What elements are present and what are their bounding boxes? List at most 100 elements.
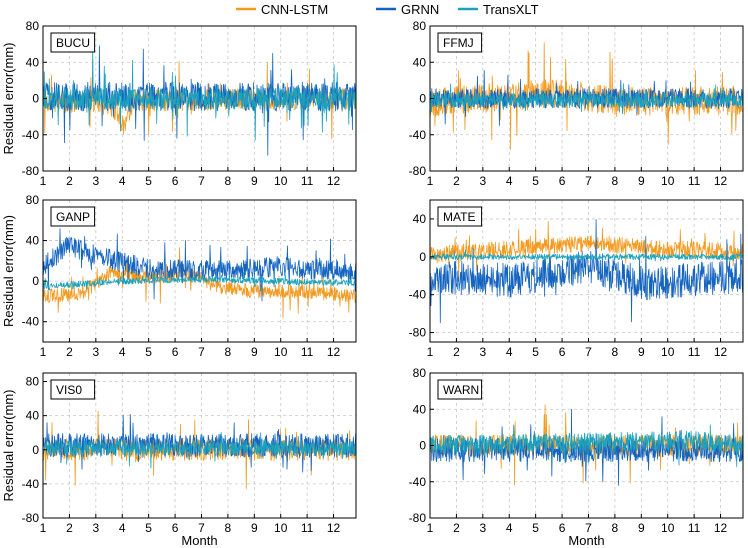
x-tick-label: 3 xyxy=(92,174,99,188)
x-tick-label: 4 xyxy=(119,174,126,188)
y-tick-label: 0 xyxy=(32,274,39,288)
y-tick-label: -40 xyxy=(409,128,427,142)
y-tick-label: 40 xyxy=(413,55,427,69)
y-tick-label: -80 xyxy=(409,164,427,178)
station-label-box xyxy=(50,379,96,400)
x-tick-label: 6 xyxy=(172,521,179,535)
series-transxlt xyxy=(43,47,356,141)
x-tick-label: 5 xyxy=(145,521,152,535)
x-axis-label: Month xyxy=(181,533,217,548)
plot-frame xyxy=(42,199,357,343)
x-tick-label: 6 xyxy=(559,174,566,188)
x-tick-label: 11 xyxy=(301,345,314,359)
y-tick-label: 0 xyxy=(32,443,39,457)
x-tick-label: 11 xyxy=(688,174,701,188)
series-transxlt xyxy=(430,424,743,468)
x-tick-label: 8 xyxy=(612,174,619,188)
x-tick-label: 12 xyxy=(714,345,728,359)
x-tick-label: 8 xyxy=(612,345,619,359)
legend-label: CNN-LSTM xyxy=(261,2,328,17)
x-tick-label: 4 xyxy=(119,345,126,359)
x-tick-label: 10 xyxy=(274,345,288,359)
x-tick-label: 9 xyxy=(638,345,645,359)
y-tick-label: 40 xyxy=(26,409,40,423)
y-tick-label: 40 xyxy=(26,234,40,248)
y-tick-label: 80 xyxy=(26,375,40,389)
y-tick-label: 40 xyxy=(413,402,427,416)
x-tick-label: 8 xyxy=(225,345,232,359)
station-label: MATE xyxy=(443,210,475,224)
station-label-box xyxy=(437,379,483,400)
x-tick-label: 10 xyxy=(661,174,675,188)
x-tick-label: 7 xyxy=(198,174,205,188)
y-axis-label: Residual error(mm) xyxy=(1,43,16,155)
y-tick-label: 80 xyxy=(413,366,427,380)
y-tick-label: 40 xyxy=(413,212,427,226)
y-tick-label: 80 xyxy=(26,193,40,207)
x-tick-label: 2 xyxy=(66,174,73,188)
x-tick-label: 1 xyxy=(427,521,434,535)
x-tick-label: 9 xyxy=(251,174,258,188)
x-tick-label: 3 xyxy=(92,345,99,359)
x-tick-label: 10 xyxy=(274,521,288,535)
y-tick-label: 40 xyxy=(26,55,40,69)
x-tick-label: 2 xyxy=(453,174,460,188)
x-tick-label: 4 xyxy=(119,521,126,535)
x-tick-label: 11 xyxy=(301,174,314,188)
x-tick-label: 6 xyxy=(172,345,179,359)
series-transxlt xyxy=(430,83,743,114)
station-label: BUCU xyxy=(56,36,90,50)
y-tick-label: -80 xyxy=(22,164,40,178)
x-tick-label: 1 xyxy=(427,174,434,188)
x-tick-label: 1 xyxy=(40,174,47,188)
x-tick-label: 3 xyxy=(92,521,99,535)
y-axis-label: Residual error(mm) xyxy=(1,390,16,502)
legend-item: TransXLT xyxy=(458,2,539,17)
x-tick-label: 5 xyxy=(145,345,152,359)
x-tick-label: 12 xyxy=(714,174,728,188)
x-tick-label: 10 xyxy=(661,521,675,535)
legend-item: GRNN xyxy=(376,2,439,17)
x-tick-label: 9 xyxy=(638,521,645,535)
legend-label: TransXLT xyxy=(483,2,539,17)
x-tick-label: 3 xyxy=(479,174,486,188)
x-tick-label: 9 xyxy=(251,345,258,359)
x-tick-label: 2 xyxy=(453,345,460,359)
x-tick-label: 11 xyxy=(688,345,701,359)
x-tick-label: 11 xyxy=(301,521,314,535)
x-tick-label: 8 xyxy=(612,521,619,535)
x-tick-label: 5 xyxy=(532,174,539,188)
y-tick-label: 0 xyxy=(419,92,426,106)
station-label: GANP xyxy=(56,210,90,224)
x-tick-label: 5 xyxy=(532,521,539,535)
station-label-box xyxy=(50,206,96,227)
y-tick-label: 80 xyxy=(26,19,40,33)
y-tick-label: -40 xyxy=(409,288,427,302)
station-label-box xyxy=(437,32,483,53)
x-tick-label: 7 xyxy=(585,345,592,359)
x-tick-label: 12 xyxy=(714,521,728,535)
x-tick-label: 2 xyxy=(66,345,73,359)
x-tick-label: 2 xyxy=(66,521,73,535)
x-tick-label: 6 xyxy=(559,521,566,535)
x-tick-label: 2 xyxy=(453,521,460,535)
x-tick-label: 10 xyxy=(274,174,288,188)
series-grnn xyxy=(43,45,356,156)
x-tick-label: 1 xyxy=(427,345,434,359)
y-tick-label: 0 xyxy=(32,92,39,106)
station-label-box xyxy=(437,206,483,227)
x-tick-label: 3 xyxy=(479,521,486,535)
x-tick-label: 1 xyxy=(40,345,47,359)
y-tick-label: 80 xyxy=(413,19,427,33)
x-tick-label: 12 xyxy=(327,345,341,359)
x-tick-label: 5 xyxy=(532,345,539,359)
x-tick-label: 4 xyxy=(506,345,513,359)
x-tick-label: 9 xyxy=(638,174,645,188)
